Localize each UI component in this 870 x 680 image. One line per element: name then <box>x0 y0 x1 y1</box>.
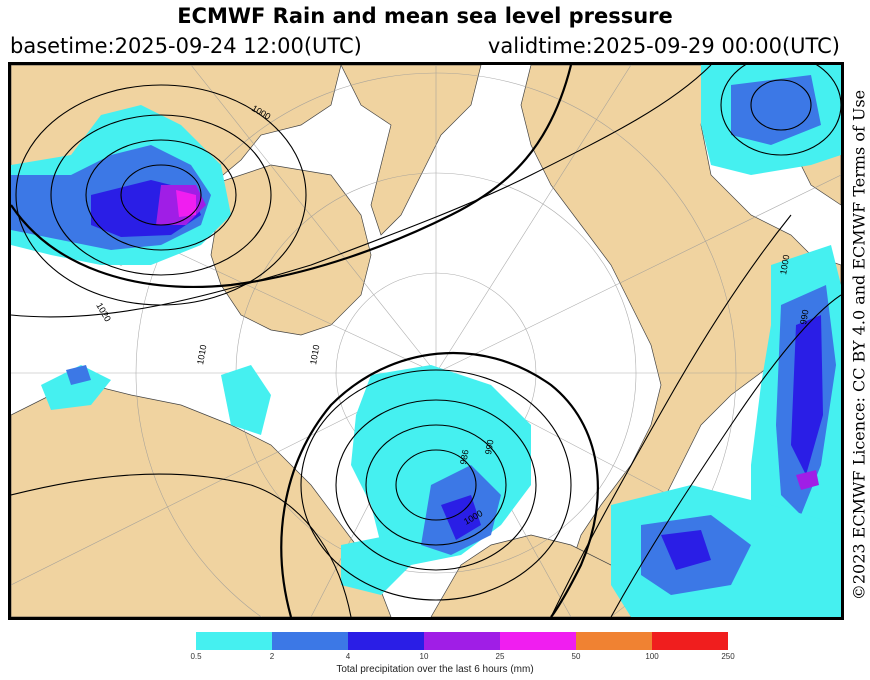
colorbar-cell-25-50 <box>500 632 576 650</box>
isobar-label: 986 <box>458 449 470 466</box>
precip-south-mid <box>341 535 411 595</box>
precip-colorbar <box>196 632 728 650</box>
isobar-bold <box>11 65 599 617</box>
colorbar-tick: 2 <box>269 652 275 661</box>
precip-se-heavy <box>661 530 711 570</box>
colorbar-cell-100-250 <box>652 632 728 650</box>
basetime-label: basetime:2025-09-24 12:00(UTC) <box>10 34 362 58</box>
colorbar-cell-50-100 <box>576 632 652 650</box>
land-southwest <box>11 384 392 617</box>
colorbar-cell-2-4 <box>272 632 348 650</box>
colorbar-label: Total precipitation over the last 6 hour… <box>336 664 534 675</box>
colorbar-tick: 25 <box>495 652 505 661</box>
chart-title: ECMWF Rain and mean sea level pressure <box>177 4 673 28</box>
colorbar-ticks: 0.5 2 4 10 25 50 100 250 <box>190 652 734 664</box>
colorbar-tick: 100 <box>645 652 659 661</box>
precip-ne-moderate <box>731 75 821 145</box>
isobar-label: 990 <box>483 439 495 456</box>
precip-central-heavy <box>441 495 481 540</box>
precip-sw-coast-moderate <box>66 365 91 385</box>
colorbar-cell-0-5-2 <box>196 632 272 650</box>
land-north-islands <box>340 65 482 236</box>
precip-sw-coast <box>41 365 111 410</box>
colorbar-tick: 4 <box>345 652 351 661</box>
colorbar-tick: 10 <box>419 652 429 661</box>
land-greenland <box>210 164 372 336</box>
isobar-label: 1010 <box>308 344 321 365</box>
colorbar-cell-10-25 <box>424 632 500 650</box>
isobar-label: 990 <box>798 309 810 326</box>
isobar-label: 1020 <box>94 301 113 323</box>
colorbar-tick: 50 <box>571 652 581 661</box>
precip-east-heavy <box>791 315 823 475</box>
isobar-label: 1000 <box>778 254 791 275</box>
precip-east-core <box>796 470 819 490</box>
licence-text: ©2023 ECMWF Licence: CC BY 4.0 and ECMWF… <box>848 80 870 610</box>
precipitation-areas <box>11 65 841 617</box>
licence-label: ©2023 ECMWF Licence: CC BY 4.0 and ECMWF… <box>849 89 869 601</box>
colorbar-tick: 0.5 <box>190 652 202 661</box>
precip-west-mid <box>221 365 271 435</box>
validtime-label: validtime:2025-09-29 00:00(UTC) <box>487 34 840 58</box>
precipitation-map: 1000 1020 1010 1010 1000 990 986 990 100… <box>11 65 841 617</box>
map-panel: 1000 1020 1010 1010 1000 990 986 990 100… <box>8 62 844 620</box>
colorbar-cell-4-10 <box>348 632 424 650</box>
isobar-label: 1010 <box>195 344 208 365</box>
colorbar-tick: 250 <box>721 652 735 661</box>
precip-nw-peak <box>176 190 196 217</box>
